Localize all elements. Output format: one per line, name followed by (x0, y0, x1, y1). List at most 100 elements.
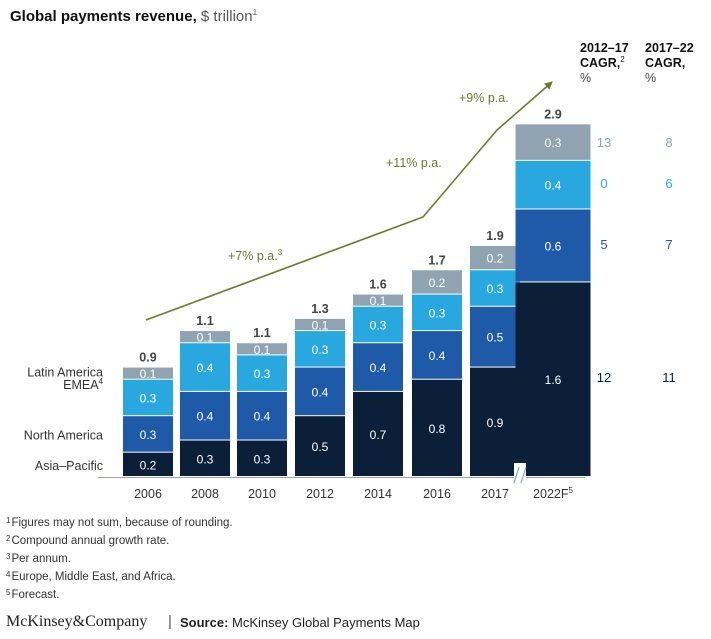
chart-title: Global payments revenue, $ trillion1 (10, 8, 258, 25)
series-label-latin-america: Latin America (27, 366, 103, 380)
total-label-2012: 1.3 (311, 302, 328, 316)
cagr-header-1: % (580, 71, 591, 85)
bar-segment-2014-latin-america (353, 294, 403, 306)
series-label-note: 4 (99, 377, 104, 386)
bar-segment-2008-asia-pacific (180, 440, 230, 476)
data-label: 0.3 (140, 391, 157, 405)
total-label-2014: 1.6 (369, 278, 386, 292)
bar-segment-2017-latin-america (470, 245, 520, 270)
footnote-2: 2Compound annual growth rate. (6, 534, 170, 547)
total-label-2016: 1.7 (428, 253, 445, 267)
x-tick-label-2017: 2017 (481, 487, 509, 501)
data-label: 0.3 (140, 428, 157, 442)
total-label-2017: 1.9 (486, 229, 503, 243)
growth-annotation-note: 3 (278, 248, 283, 257)
cagr-value: 0 (600, 176, 607, 191)
bar-segment-2008-latin-america (180, 331, 230, 343)
chart-title-note: 1 (253, 8, 258, 17)
data-label: 0.4 (429, 349, 446, 363)
bar-segment-2006-emea (123, 379, 173, 416)
payments-revenue-chart: Global payments revenue, $ trillion1 +7%… (10, 8, 694, 501)
data-label: 0.9 (487, 416, 504, 430)
bar-segment-2014-north-america (353, 343, 403, 391)
stacked-bars (98, 124, 591, 485)
growth-annotation-1: +7% p.a.3 (228, 248, 283, 263)
series-label-north-america: North America (24, 428, 103, 442)
x-tick-note: 5 (569, 486, 574, 495)
bar-segment-2016-emea (412, 294, 462, 331)
data-label: 0.1 (370, 294, 387, 308)
cagr-value: 12 (597, 370, 611, 385)
brand-logo: McKinsey&Company (6, 613, 148, 630)
axis-break-mark (520, 466, 527, 484)
bar-segment-2017-north-america (470, 306, 520, 367)
x-tick-label-2022F: 2022F5 (533, 486, 573, 501)
cagr-header-1: 2012–17 (580, 41, 629, 55)
source-text: McKinsey Global Payments Map (228, 615, 420, 630)
data-label: 0.4 (370, 361, 387, 375)
cagr-value: 8 (665, 135, 672, 150)
data-label: 0.2 (429, 276, 446, 290)
cagr-value: 7 (665, 237, 672, 252)
total-label-2010: 1.1 (253, 326, 270, 340)
data-label: 0.2 (487, 252, 504, 266)
data-label: 0.4 (197, 410, 214, 424)
x-tick-label-2008: 2008 (191, 487, 219, 501)
data-label: 0.5 (312, 440, 329, 454)
footnote-5: 5Forecast. (6, 588, 60, 601)
growth-trend-arrow: +7% p.a.3 +11% p.a. +9% p.a. (145, 81, 553, 321)
footer-separator: | (168, 613, 172, 630)
bar-segment-2006-latin-america (123, 367, 173, 379)
bar-segment-2008-emea (180, 343, 230, 391)
axis-break-mark (513, 466, 520, 484)
bar-segment-2010-emea (237, 355, 287, 391)
cagr-header-2: % (645, 71, 656, 85)
data-label: 0.3 (429, 306, 446, 320)
cagr-header-2: 2017–22 (645, 41, 694, 55)
data-label: 0.5 (487, 331, 504, 345)
data-label: 0.4 (312, 385, 329, 399)
data-label: 0.7 (370, 428, 387, 442)
data-label: 0.1 (312, 319, 329, 333)
cagr-header-1: CAGR,2 (580, 55, 625, 70)
footnote-3: 3Per annum. (6, 552, 71, 565)
cagr-header-note: 2 (620, 55, 625, 64)
bar-segment-2014-asia-pacific (353, 391, 403, 476)
bar-segment-2010-north-america (237, 391, 287, 440)
bar-segment-2006-north-america (123, 416, 173, 452)
trend-arrow-head-segment (496, 81, 553, 131)
cagr-header-2: CAGR, (645, 56, 685, 70)
axis-break-gap (514, 463, 526, 485)
growth-annotation-2: +11% p.a. (386, 156, 442, 170)
footnote-1: 1Figures may not sum, because of roundin… (6, 516, 233, 529)
bar-segment-2022F-emea (515, 160, 591, 209)
data-label: 0.8 (429, 422, 446, 436)
data-label: 0.1 (197, 331, 214, 345)
cagr-value: 6 (665, 176, 672, 191)
data-label: 0.3 (254, 367, 271, 381)
x-tick-label-2010: 2010 (248, 487, 276, 501)
data-label: 0.3 (545, 136, 562, 150)
data-label: 1.6 (545, 373, 562, 387)
source-line: Source: McKinsey Global Payments Map (180, 615, 420, 630)
bar-segment-2016-north-america (412, 331, 462, 379)
bar-segment-2014-emea (353, 306, 403, 343)
x-tick-label-2006: 2006 (134, 487, 162, 501)
x-tick-label-2014: 2014 (364, 487, 392, 501)
cagr-value: 13 (597, 135, 611, 150)
bar-segment-2017-asia-pacific (470, 367, 520, 476)
data-label: 0.1 (140, 367, 157, 381)
total-label-2022F: 2.9 (544, 107, 561, 121)
bar-segment-2010-asia-pacific (237, 440, 287, 476)
data-label: 0.3 (197, 452, 214, 466)
cagr-value: 11 (662, 370, 676, 385)
footnote-4: 4Europe, Middle East, and Africa. (6, 570, 176, 583)
data-label: 0.4 (545, 179, 562, 193)
data-label: 0.6 (545, 239, 562, 253)
data-label: 0.2 (140, 458, 157, 472)
chart-title-unit: $ trillion (197, 8, 253, 25)
chart-labels: 0.2 0.3 0.3 0.1 0.9 2006 0.3 0.4 0.4 0.1 1.1 2008 0.… (24, 107, 574, 501)
bar-segment-2016-latin-america (412, 270, 462, 294)
data-label: 0.4 (197, 361, 214, 375)
x-tick-label-2012: 2012 (306, 487, 334, 501)
